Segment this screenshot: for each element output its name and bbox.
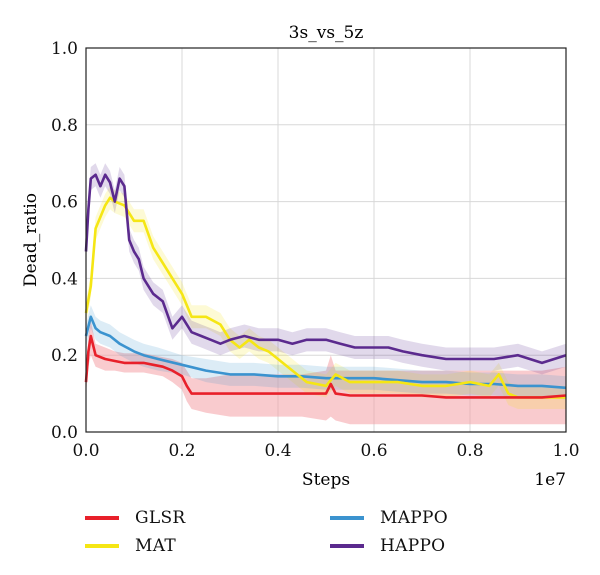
y-tick-label: 0.8	[51, 116, 78, 136]
legend-label-happo: HAPPO	[380, 536, 446, 556]
legend-label-mappo: MAPPO	[380, 508, 448, 528]
legend-swatch-mappo	[330, 516, 364, 520]
legend-swatch-happo	[330, 544, 364, 548]
series-line-glsr	[84, 334, 567, 399]
band-happo	[86, 163, 566, 375]
band-mappo	[86, 305, 566, 400]
y-tick-label: 0.6	[51, 193, 78, 213]
series-line-happo	[84, 173, 567, 365]
y-axis-ticks: 0.0 0.2 0.4 0.6 0.8 1.0	[51, 39, 78, 443]
legend-swatch-mat	[85, 544, 119, 548]
y-tick-label: 0.0	[51, 423, 78, 443]
legend-item-mappo: MAPPO	[330, 508, 448, 528]
legend-swatch-glsr	[85, 516, 119, 520]
legend-label-glsr: GLSR	[135, 508, 186, 528]
plot-frame	[85, 47, 567, 433]
x-tick-label: 0.4	[264, 441, 291, 461]
y-tick-label: 0.2	[51, 346, 78, 366]
legend-label-mat: MAT	[135, 536, 176, 556]
legend-item-mat: MAT	[85, 536, 176, 556]
x-tick-label: 1.0	[552, 441, 579, 461]
y-tick-label: 0.4	[51, 269, 78, 289]
x-tick-label: 0.2	[168, 441, 195, 461]
y-tick-label: 1.0	[51, 39, 78, 59]
x-tick-label: 0.0	[72, 441, 99, 461]
legend: GLSR MAT MAPPO HAPPO	[0, 505, 600, 565]
x-axis-label: Steps	[302, 470, 350, 490]
x-tick-label: 0.6	[360, 441, 387, 461]
chart-title: 3s_vs_5z	[289, 23, 364, 43]
x-axis-ticks: 0.0 0.2 0.4 0.6 0.8 1.0	[72, 441, 579, 461]
line-chart: 0.0 0.2 0.4 0.6 0.8 1.0 0.0 0.2 0.4 0.6 0.8 1.0 3s…	[21, 23, 580, 490]
series-line-mat	[84, 196, 566, 399]
series-lines	[84, 173, 567, 399]
x-axis-multiplier: 1e7	[534, 470, 566, 490]
legend-item-happo: HAPPO	[330, 536, 445, 556]
legend-item-glsr: GLSR	[85, 508, 186, 528]
x-tick-label: 0.8	[456, 441, 483, 461]
y-axis-label: Dead_ratio	[21, 193, 41, 287]
